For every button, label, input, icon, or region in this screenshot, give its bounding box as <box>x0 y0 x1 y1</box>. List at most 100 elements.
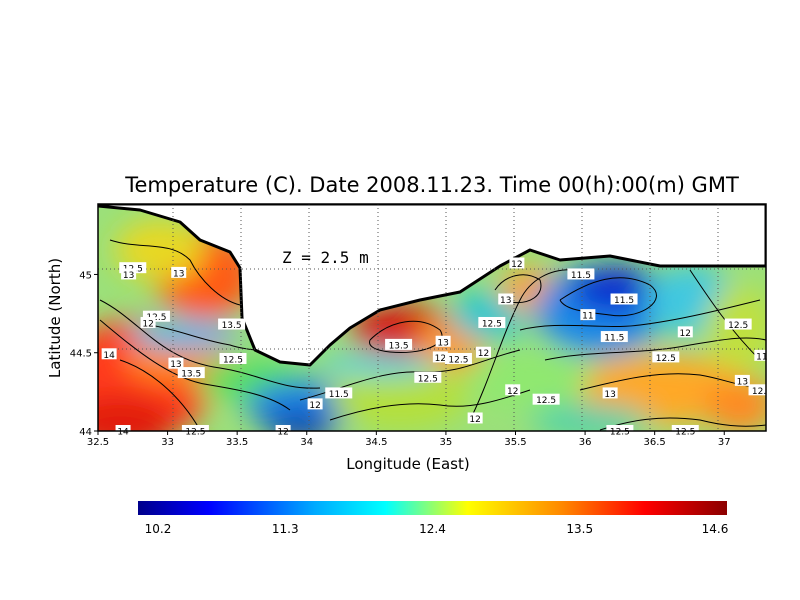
contour-label-box <box>475 346 491 358</box>
x-tick-label: 33 <box>161 437 174 448</box>
contour-label-box <box>385 338 413 350</box>
contour-label: 12. <box>752 387 766 397</box>
contour-label: 13.5 <box>222 321 242 331</box>
contour-label: 12.5 <box>223 355 243 365</box>
contour-label: 11.5 <box>329 390 349 400</box>
contour-label-box <box>467 412 483 424</box>
contour-label: 12.5 <box>675 428 695 438</box>
x-tick-label: 36.5 <box>644 437 666 448</box>
contour-label-box <box>602 387 618 399</box>
contour-label-box <box>754 349 770 361</box>
contour-label: 11 <box>582 312 593 322</box>
contour-label: 12 <box>142 319 153 329</box>
contour-label: 12 <box>309 401 320 411</box>
contour-label: 13 <box>737 377 748 387</box>
y-axis-label: Latitude (North) <box>46 258 64 378</box>
contour-label-box <box>748 384 770 396</box>
contour-label-box <box>414 371 442 383</box>
contour-label-box <box>444 352 472 364</box>
colorbar-tick-label: 11.3 <box>272 522 299 536</box>
contour-label-box <box>168 357 184 369</box>
contour-label-box <box>734 374 750 386</box>
contour-label: 13.5 <box>181 370 201 380</box>
contour-label: 12.5 <box>728 321 748 331</box>
contour-label-box <box>142 310 170 322</box>
contour-label-box <box>498 293 514 305</box>
contour-label-box <box>119 262 147 274</box>
contour-label: 11 <box>756 352 767 362</box>
contour-label: 12.5 <box>185 428 205 438</box>
contour-label: 13 <box>170 360 181 370</box>
contour-label: 12 <box>511 260 522 270</box>
contour-label: 12 <box>680 329 691 339</box>
contour-label-box <box>171 266 187 278</box>
x-tick-label: 32.5 <box>87 437 109 448</box>
y-axis: 44 44.5 45 <box>70 270 98 438</box>
x-tick-label: 37 <box>718 437 731 448</box>
x-tick-label: 33.5 <box>226 437 248 448</box>
contour-label-box <box>432 351 448 363</box>
contour-label: 11.5 <box>571 271 591 281</box>
contour-label-box <box>219 352 247 364</box>
contour-label-box <box>121 268 137 280</box>
contour-label: 13 <box>123 271 134 281</box>
x-tick-label: 35.5 <box>504 437 526 448</box>
contour-label: 13 <box>500 296 511 306</box>
grid-lines <box>98 204 766 431</box>
contour-label: 11.5 <box>604 334 624 344</box>
x-axis-label: Longitude (East) <box>346 455 469 473</box>
contour-label-box <box>101 348 117 360</box>
chart-title: Temperature (C). Date 2008.11.23. Time 0… <box>124 173 739 197</box>
plot-area <box>98 204 766 431</box>
contour-label: 12.5 <box>536 396 556 406</box>
contour-label-box <box>724 318 752 330</box>
contour-label-box <box>478 316 506 328</box>
contour-label-box <box>677 326 693 338</box>
contour-label-box <box>532 393 560 405</box>
y-tick-label: 44 <box>79 427 92 438</box>
contour-label-box <box>600 331 628 343</box>
y-tick-label: 45 <box>79 270 92 281</box>
colorbar-tick-label: 13.5 <box>566 522 593 536</box>
y-tick-label: 44.5 <box>70 349 92 360</box>
x-axis: 32.5 33 33.5 34 34.5 35 35.5 36 36.5 37 <box>87 431 731 448</box>
contour-label-box <box>218 318 246 330</box>
contour-label-box <box>177 367 205 379</box>
contour-label: 14 <box>117 428 129 438</box>
contour-label: 12 <box>435 354 446 364</box>
depth-annotation: Z = 2.5 m <box>282 248 369 267</box>
contour-label: 13 <box>173 269 184 279</box>
contour-label-box <box>140 316 156 328</box>
contour-label-box <box>435 335 451 347</box>
contour-label: 12.5 <box>610 428 630 438</box>
contour-label: 13.5 <box>389 341 409 351</box>
plot-frame <box>97 203 767 432</box>
contour-label: 12.5 <box>448 355 468 365</box>
contour-label: 12.5 <box>656 354 676 364</box>
contour-label-box <box>325 387 353 399</box>
x-tick-label: 35 <box>440 437 453 448</box>
contour-label: 13 <box>604 390 615 400</box>
contour-label-box <box>307 398 323 410</box>
contour-label: 12.5 <box>482 319 502 329</box>
contour-label: 11.5 <box>614 296 634 306</box>
contour-label: 12.5 <box>418 374 438 384</box>
contour-label: 12 <box>277 428 288 438</box>
x-tick-label: 36 <box>579 437 592 448</box>
colorbar-tick-label: 12.4 <box>419 522 446 536</box>
colorbar <box>138 501 727 515</box>
contour-label: 12.5 <box>146 313 166 323</box>
colorbar-tick-label: 14.6 <box>702 522 729 536</box>
contour-label-box <box>652 351 680 363</box>
contour-label-box <box>610 293 638 305</box>
contour-label: 12 <box>469 415 480 425</box>
contour-label-box <box>580 309 596 321</box>
colorbar-ticks: 10.2 11.3 12.4 13.5 14.6 <box>145 522 729 536</box>
contour-label-box <box>567 268 595 280</box>
contour-label: 12 <box>478 349 489 359</box>
contour-label: 12 <box>507 387 518 397</box>
land-mass <box>98 204 766 367</box>
contour-label: 13 <box>437 338 448 348</box>
colorbar-tick-label: 10.2 <box>145 522 172 536</box>
